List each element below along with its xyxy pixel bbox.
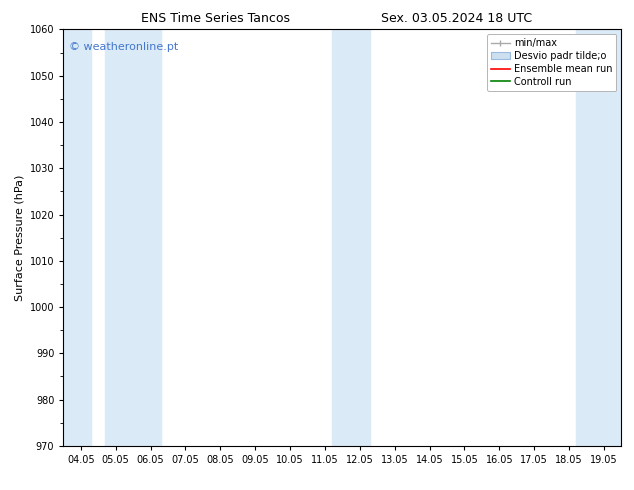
Text: Sex. 03.05.2024 18 UTC: Sex. 03.05.2024 18 UTC bbox=[381, 12, 532, 25]
Text: © weatheronline.pt: © weatheronline.pt bbox=[69, 42, 178, 52]
Legend: min/max, Desvio padr tilde;o, Ensemble mean run, Controll run: min/max, Desvio padr tilde;o, Ensemble m… bbox=[487, 34, 616, 91]
Bar bbox=[105, 29, 161, 446]
Text: ENS Time Series Tancos: ENS Time Series Tancos bbox=[141, 12, 290, 25]
Y-axis label: Surface Pressure (hPa): Surface Pressure (hPa) bbox=[14, 174, 24, 301]
Bar bbox=[63, 29, 91, 446]
Bar bbox=[576, 29, 621, 446]
Bar bbox=[332, 29, 370, 446]
